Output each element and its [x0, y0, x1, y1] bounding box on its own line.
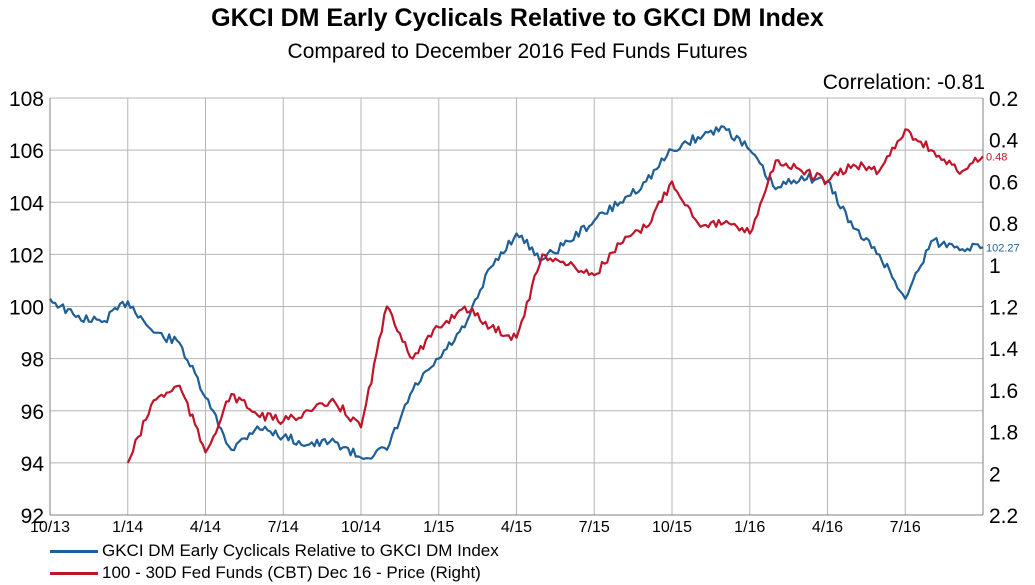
- x-tick-label: 10/14: [341, 519, 381, 536]
- y-left-tick-label: 106: [9, 140, 44, 163]
- y-right-tick-label: 0.2: [989, 88, 1018, 111]
- y-right-tick-label: 1.8: [989, 422, 1018, 445]
- y-right-tick-label: 0.4: [989, 130, 1019, 153]
- x-tick-label: 1/15: [423, 519, 454, 536]
- y-left-tick-label: 108: [9, 88, 44, 111]
- x-tick-label: 4/14: [190, 519, 221, 536]
- x-tick-label: 4/16: [812, 519, 843, 536]
- x-tick-label: 7/16: [890, 519, 921, 536]
- correlation-annotation: Correlation: -0.81: [822, 71, 985, 94]
- y-left-tick-label: 96: [21, 401, 44, 424]
- series-end-label: 0.48: [986, 151, 1007, 163]
- legend: GKCI DM Early Cyclicals Relative to GKCI…: [50, 540, 499, 584]
- x-tick-label: 10/13: [30, 519, 70, 536]
- y-left-tick-label: 92: [21, 505, 44, 528]
- fed-funds-series-line: [126, 128, 984, 464]
- y-right-tick-label: 1: [989, 255, 1001, 278]
- legend-item: GKCI DM Early Cyclicals Relative to GKCI…: [50, 540, 499, 562]
- chart-title: GKCI DM Early Cyclicals Relative to GKCI…: [211, 4, 824, 32]
- legend-swatch-right-series: [50, 571, 98, 575]
- y-right-tick-label: 2.2: [989, 505, 1018, 528]
- y-left-tick-label: 94: [21, 453, 45, 476]
- y-right-tick-label: 0.8: [989, 213, 1018, 236]
- legend-swatch-left-series: [50, 549, 98, 553]
- y-left-tick-label: 104: [9, 192, 44, 215]
- x-tick-label: 7/14: [268, 519, 299, 536]
- x-tick-label: 7/15: [579, 519, 610, 536]
- y-right-tick-label: 2: [989, 463, 1001, 486]
- legend-item: 100 - 30D Fed Funds (CBT) Dec 16 - Price…: [50, 562, 499, 584]
- chart-subtitle: Compared to December 2016 Fed Funds Futu…: [287, 40, 748, 63]
- y-right-tick-label: 1.2: [989, 297, 1018, 320]
- x-tick-label: 1/14: [112, 519, 143, 536]
- y-left-tick-label: 102: [9, 244, 44, 267]
- y-right-tick-label: 0.6: [989, 171, 1018, 194]
- x-tick-label: 4/15: [501, 519, 532, 536]
- x-tick-label: 10/15: [652, 519, 692, 536]
- x-tick-label: 1/16: [734, 519, 765, 536]
- y-right-tick-label: 1.6: [989, 380, 1018, 403]
- series-end-label: 102.27: [986, 242, 1020, 254]
- legend-label: 100 - 30D Fed Funds (CBT) Dec 16 - Price…: [102, 563, 481, 582]
- y-left-tick-label: 100: [9, 297, 44, 320]
- y-right-tick-label: 1.4: [989, 338, 1019, 361]
- y-left-tick-label: 98: [21, 349, 44, 372]
- legend-label: GKCI DM Early Cyclicals Relative to GKCI…: [102, 541, 499, 560]
